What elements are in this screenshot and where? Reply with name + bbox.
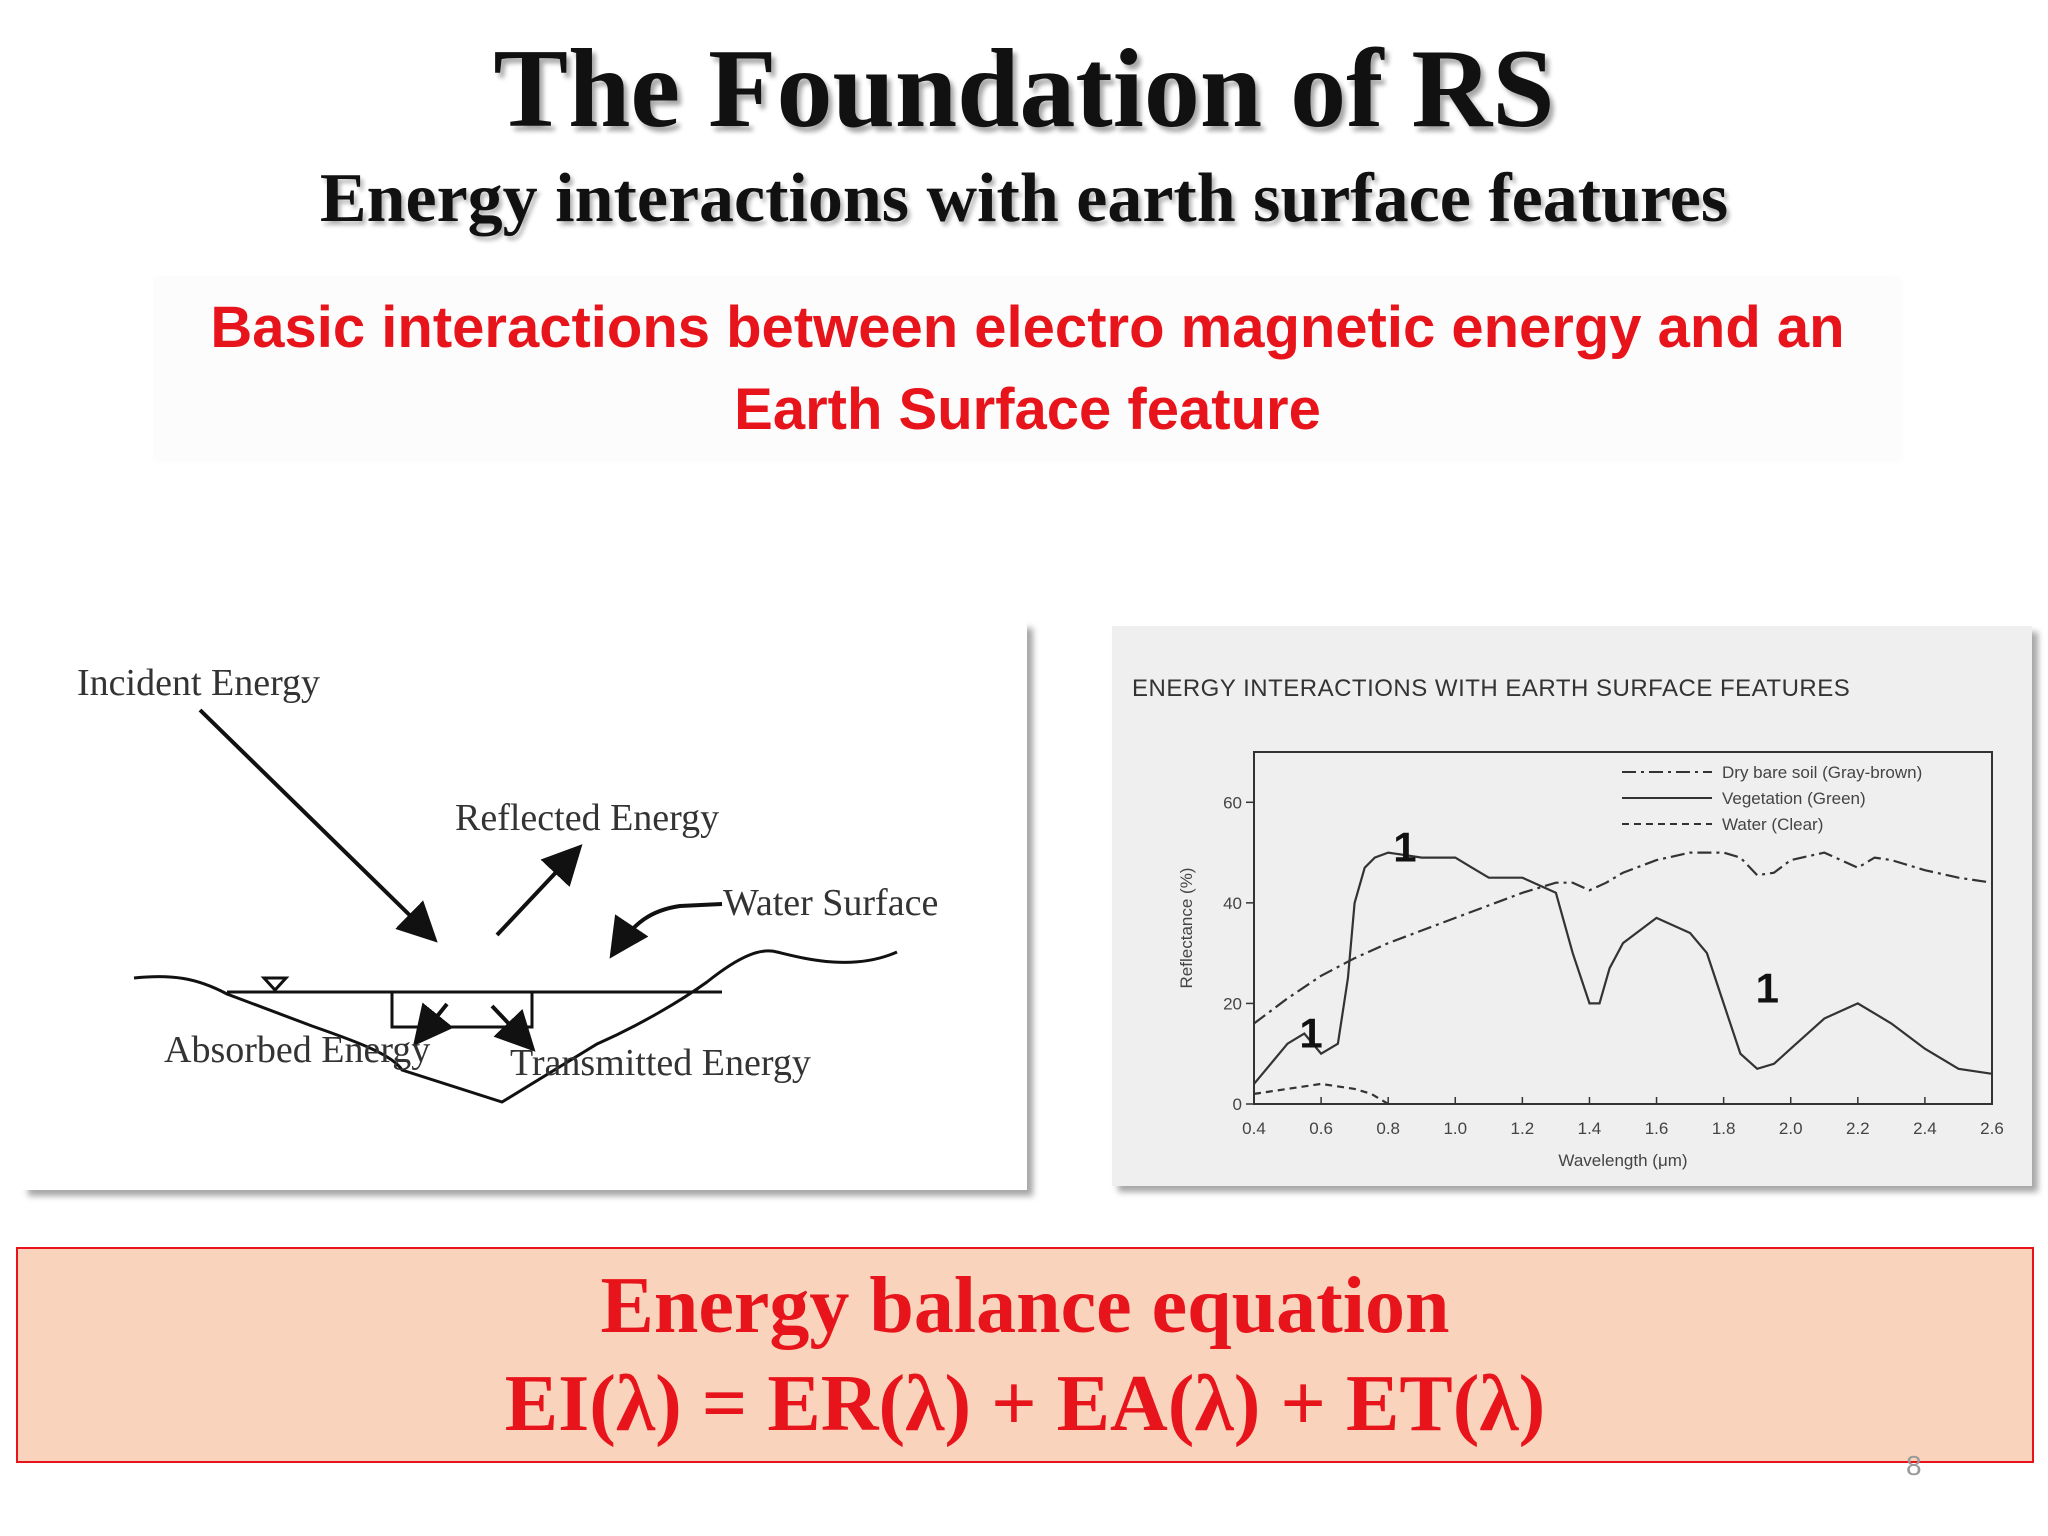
reflectance-chart-panel: ENERGY INTERACTIONS WITH EARTH SURFACE F… bbox=[1112, 626, 2032, 1186]
series-line-1 bbox=[1253, 851, 1993, 1085]
x-tick-label-0: 0.4 bbox=[1242, 1119, 1266, 1138]
energy-diagram: Incident Energy Reflected Energy Water S… bbox=[77, 662, 938, 1104]
water-surface-label: Water Surface bbox=[723, 882, 938, 924]
x-axis-label: Wavelength (μm) bbox=[1558, 1151, 1687, 1170]
transmitted-arrow bbox=[490, 1004, 536, 1052]
plot-frame bbox=[1253, 751, 1993, 1105]
y-tick-label-1: 20 bbox=[1223, 994, 1242, 1013]
x-tick-label-11: 2.6 bbox=[1980, 1119, 2004, 1138]
highlight-box: Basic interactions between electro magne… bbox=[155, 278, 1900, 460]
legend-entry-1: Vegetation (Green) bbox=[1722, 789, 1866, 808]
equation-formula: EI(λ) = ER(λ) + EA(λ) + ET(λ) bbox=[504, 1360, 1546, 1448]
x-tick-label-7: 1.8 bbox=[1712, 1119, 1736, 1138]
highlight-line-2: Earth Surface feature bbox=[734, 377, 1321, 442]
terrain-line bbox=[133, 949, 898, 1104]
page-number: 8 bbox=[1906, 1450, 1922, 1481]
x-tick-label-4: 1.2 bbox=[1511, 1119, 1535, 1138]
x-tick-label-8: 2.0 bbox=[1779, 1119, 1803, 1138]
series-line-2 bbox=[1253, 1082, 1389, 1105]
reflectance-chart: ENERGY INTERACTIONS WITH EARTH SURFACE F… bbox=[1132, 675, 2004, 1170]
x-tick-label-1: 0.6 bbox=[1309, 1119, 1333, 1138]
x-tick-label-2: 0.8 bbox=[1376, 1119, 1400, 1138]
y-tick-label-3: 60 bbox=[1223, 793, 1242, 812]
y-axis-label: Reflectance (%) bbox=[1177, 868, 1196, 989]
energy-diagram-panel: Incident Energy Reflected Energy Water S… bbox=[22, 622, 1027, 1190]
water-surface-arrow bbox=[609, 902, 723, 959]
incident-energy-label: Incident Energy bbox=[77, 662, 320, 704]
absorbed-energy-label: Absorbed Energy bbox=[164, 1029, 430, 1071]
legend-entry-2: Water (Clear) bbox=[1722, 815, 1823, 834]
slide-title: The Foundation of RS bbox=[493, 27, 1555, 151]
reflected-arrow bbox=[495, 844, 583, 937]
series-line-0 bbox=[1253, 851, 1993, 1025]
slide-subtitle: Energy interactions with earth surface f… bbox=[319, 160, 1729, 237]
x-tick-label-10: 2.4 bbox=[1913, 1119, 1937, 1138]
y-tick-label-0: 0 bbox=[1233, 1095, 1242, 1114]
reflected-energy-label: Reflected Energy bbox=[455, 797, 719, 839]
energy-balance-box: Energy balance equation EI(λ) = ER(λ) + … bbox=[16, 1247, 2034, 1463]
annotation-0: 1 bbox=[1393, 824, 1416, 871]
chart-title: ENERGY INTERACTIONS WITH EARTH SURFACE F… bbox=[1132, 675, 1850, 702]
x-tick-label-3: 1.0 bbox=[1443, 1119, 1467, 1138]
x-tick-label-9: 2.2 bbox=[1846, 1119, 1870, 1138]
annotation-2: 1 bbox=[1756, 964, 1779, 1011]
transmitted-energy-label: Transmitted Energy bbox=[510, 1042, 811, 1084]
x-tick-label-6: 1.6 bbox=[1645, 1119, 1669, 1138]
annotation-1: 1 bbox=[1299, 1010, 1322, 1057]
y-tick-label-2: 40 bbox=[1223, 894, 1242, 913]
incident-arrow bbox=[198, 708, 438, 943]
equation-heading: Energy balance equation bbox=[600, 1262, 1450, 1350]
x-tick-label-5: 1.4 bbox=[1578, 1119, 1602, 1138]
absorbed-arrow bbox=[412, 1002, 454, 1047]
highlight-line-1: Basic interactions between electro magne… bbox=[210, 295, 1845, 360]
feature-box bbox=[390, 990, 534, 1029]
legend-entry-0: Dry bare soil (Gray-brown) bbox=[1722, 763, 1922, 782]
water-level-symbol bbox=[260, 976, 290, 993]
